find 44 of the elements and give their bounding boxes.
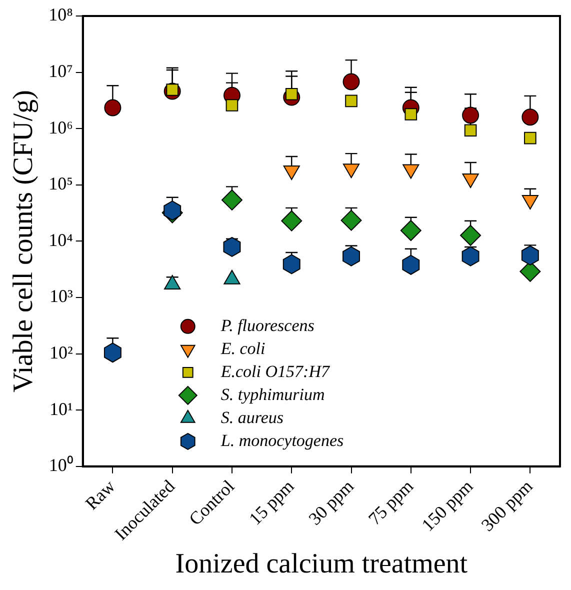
- point: [462, 106, 480, 124]
- point: [522, 108, 539, 126]
- point: [345, 94, 358, 108]
- x-tick-label: 15 ppm: [245, 476, 298, 529]
- legend-label: S. aureus: [220, 408, 284, 427]
- point: [221, 189, 242, 210]
- y-tick-label: 10⁷: [48, 61, 73, 82]
- legend-label: E.coli O157:H7: [220, 362, 331, 381]
- point: [226, 99, 238, 112]
- point: [524, 132, 536, 144]
- point: [104, 99, 122, 116]
- point: [400, 220, 422, 241]
- point: [282, 254, 300, 274]
- x-tick-label: 300 ppm: [477, 476, 536, 536]
- legend-label: E. coli: [220, 338, 266, 358]
- x-axis-title: Ionized calcium treatment: [175, 548, 468, 580]
- point: [460, 224, 482, 246]
- legend-label: P. fluorescens: [220, 316, 315, 335]
- point: [281, 210, 302, 232]
- point: [104, 342, 122, 363]
- point: [342, 246, 360, 266]
- point: [223, 236, 241, 257]
- x-tick-label: 150 ppm: [418, 476, 477, 536]
- y-axis-title: Viable cell counts (CFU/g): [8, 90, 40, 392]
- point: [402, 254, 420, 275]
- point: [404, 108, 418, 120]
- y-tick-label: 10⁵: [48, 174, 73, 194]
- y-tick-label: 10³: [49, 286, 74, 306]
- point: [340, 210, 362, 231]
- y-tick-label: 10²: [49, 342, 73, 363]
- x-tick-label: 75 ppm: [364, 476, 418, 529]
- point: [521, 245, 539, 266]
- x-tick-label: 30 ppm: [304, 476, 358, 529]
- y-tick-label: 10⁸: [48, 4, 73, 25]
- y-tick-label: 10¹: [49, 398, 73, 419]
- y-tick-label: 10⁰: [48, 455, 73, 476]
- legend-label: S. typhimurium: [220, 384, 325, 404]
- x-tick-label: Raw: [81, 476, 119, 514]
- y-tick-label: 10⁴: [48, 230, 73, 250]
- y-tick-label: 10⁶: [48, 117, 73, 138]
- point: [462, 246, 480, 266]
- point: [464, 124, 477, 137]
- point: [342, 73, 360, 90]
- legend-label: L. monocytogenes: [220, 430, 344, 450]
